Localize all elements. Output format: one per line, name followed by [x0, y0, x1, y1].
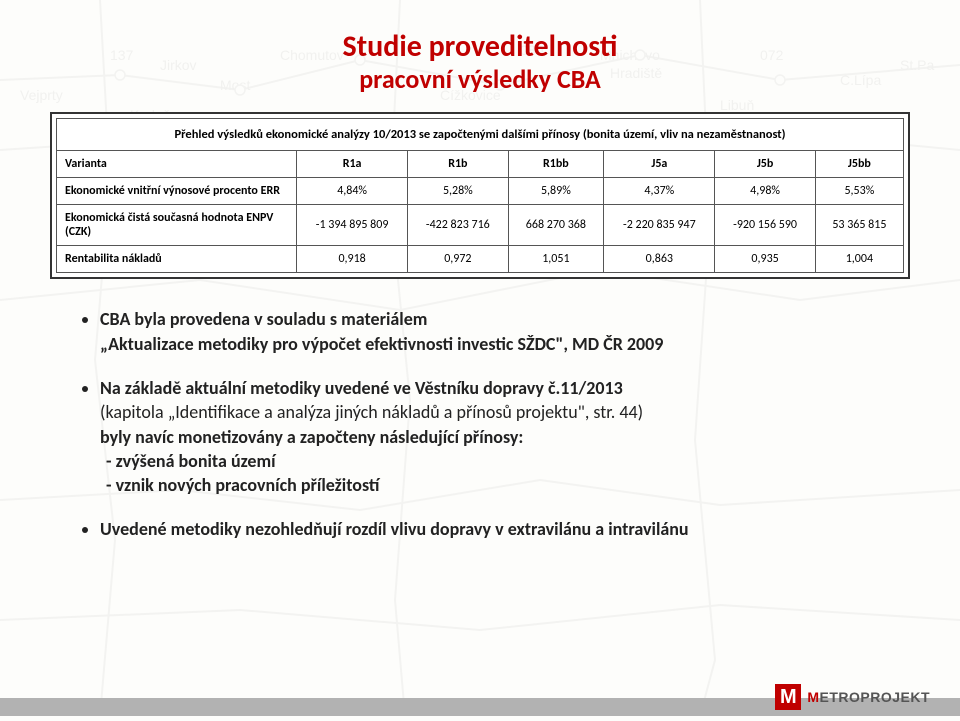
cell: 668 270 368 — [508, 205, 604, 246]
col-varianta: Varianta — [57, 151, 297, 178]
col-j5a: J5a — [604, 151, 715, 178]
cell: 0,863 — [604, 246, 715, 273]
logo-mark-icon: M — [775, 684, 801, 710]
cell: -2 220 835 947 — [604, 205, 715, 246]
cell: 4,84% — [297, 178, 408, 205]
table-row: Rentabilita nákladů 0,918 0,972 1,051 0,… — [57, 246, 904, 273]
table-caption: Přehled výsledků ekonomické analýzy 10/2… — [57, 119, 904, 151]
cell: 1,051 — [508, 246, 604, 273]
table-header-row: Varianta R1a R1b R1bb J5a J5b J5bb — [57, 151, 904, 178]
bullet-item: Na základě aktuální metodiky uvedené ve … — [100, 376, 880, 497]
row-label: Rentabilita nákladů — [57, 246, 297, 273]
col-r1b: R1b — [408, 151, 508, 178]
bullet-text: „Aktualizace metodiky pro výpočet efekti… — [100, 332, 880, 356]
metroprojekt-logo: M METROPROJEKT — [775, 684, 930, 710]
results-table-container: Přehled výsledků ekonomické analýzy 10/2… — [50, 112, 910, 279]
cell: 5,28% — [408, 178, 508, 205]
cell: -920 156 590 — [715, 205, 815, 246]
cell: 53 365 815 — [815, 205, 903, 246]
cell: -1 394 895 809 — [297, 205, 408, 246]
col-j5b: J5b — [715, 151, 815, 178]
bullet-text: Uvedené metodiky nezohledňují rozdíl vli… — [100, 518, 689, 540]
table-row: Ekonomická čistá současná hodnota ENPV (… — [57, 205, 904, 246]
cell: 5,89% — [508, 178, 604, 205]
logo-text-rest: ETROPROJEKT — [819, 689, 930, 705]
bullet-text: CBA byla provedena v souladu s materiále… — [100, 308, 427, 330]
footer: M METROPROJEKT — [0, 678, 960, 716]
cell: -422 823 716 — [408, 205, 508, 246]
bullet-dash: - zvýšená bonita území — [106, 449, 880, 473]
bullet-dash: - vznik nových pracovních příležitostí — [106, 473, 880, 497]
bullet-item: CBA byla provedena v souladu s materiále… — [100, 307, 880, 356]
cell: 0,935 — [715, 246, 815, 273]
table-row: Ekonomické vnitřní výnosové procento ERR… — [57, 178, 904, 205]
cell: 4,98% — [715, 178, 815, 205]
col-j5bb: J5bb — [815, 151, 903, 178]
row-label: Ekonomické vnitřní výnosové procento ERR — [57, 178, 297, 205]
cell: 0,972 — [408, 246, 508, 273]
bullet-text: byly navíc monetizovány a započteny násl… — [100, 425, 880, 449]
title-line-1: Studie proveditelnosti — [50, 30, 910, 65]
col-r1bb: R1bb — [508, 151, 604, 178]
bullet-text: (kapitola „Identifikace a analýza jiných… — [100, 400, 880, 424]
cell: 0,918 — [297, 246, 408, 273]
results-table: Přehled výsledků ekonomické analýzy 10/2… — [56, 118, 904, 273]
cell: 1,004 — [815, 246, 903, 273]
bullet-list: CBA byla provedena v souladu s materiále… — [50, 307, 910, 541]
cell: 4,37% — [604, 178, 715, 205]
logo-text-m: M — [807, 689, 819, 705]
bullet-text: Na základě aktuální metodiky uvedené ve … — [100, 377, 623, 399]
bullet-item: Uvedené metodiky nezohledňují rozdíl vli… — [100, 517, 880, 541]
logo-text: METROPROJEKT — [807, 689, 930, 705]
slide-title: Studie proveditelnosti pracovní výsledky… — [50, 30, 910, 94]
col-r1a: R1a — [297, 151, 408, 178]
row-label: Ekonomická čistá současná hodnota ENPV (… — [57, 205, 297, 246]
cell: 5,53% — [815, 178, 903, 205]
title-line-2: pracovní výsledky CBA — [50, 65, 910, 95]
